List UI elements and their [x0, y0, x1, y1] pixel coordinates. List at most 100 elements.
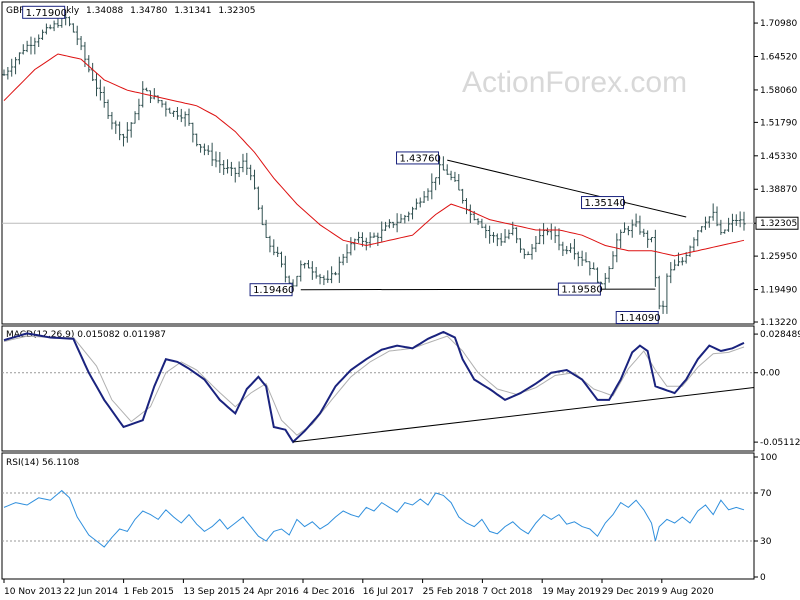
price-bar	[565, 245, 569, 255]
price-bar	[603, 272, 607, 290]
close-value: 1.32305	[218, 6, 255, 16]
price-bar	[345, 244, 349, 264]
price-bar	[557, 228, 561, 251]
x-tick-label: 22 Jun 2014	[64, 587, 118, 597]
price-bar	[538, 228, 542, 245]
price-bar	[611, 251, 615, 270]
price-bar	[206, 145, 210, 156]
y-tick-label: 1.13220	[760, 318, 797, 328]
x-tick-label: 4 Dec 2016	[303, 587, 355, 597]
price-bar	[449, 170, 453, 181]
price-bar	[229, 161, 233, 177]
level-label-text: 1.19580	[561, 285, 602, 296]
price-bar	[198, 144, 203, 153]
price-bar	[168, 107, 172, 114]
price-bar	[333, 271, 338, 276]
price-bar	[187, 108, 191, 126]
price-bar	[545, 227, 550, 236]
y-tick-label: 1.64520	[760, 52, 797, 62]
rsi-title: RSI(14) 56.1108	[6, 458, 79, 468]
y-tick-label: 0.028489	[760, 330, 800, 340]
y-tick-label: 0	[760, 573, 766, 583]
x-tick-label: 7 Oct 2018	[482, 587, 532, 597]
price-bar	[318, 273, 322, 285]
y-tick-label: 1.32305	[760, 219, 797, 229]
price-bar	[665, 273, 669, 314]
level-label-text: 1.35140	[585, 198, 626, 209]
level-label-box	[22, 5, 66, 19]
price-bar	[322, 275, 326, 286]
price-bar	[507, 229, 511, 240]
price-bar	[622, 222, 627, 233]
price-bar	[576, 251, 580, 267]
price-bar	[669, 262, 673, 284]
price-bar	[314, 266, 318, 279]
price-bar	[48, 24, 52, 30]
price-bar	[210, 142, 214, 167]
price-bar	[218, 151, 222, 173]
price-bar	[719, 219, 723, 235]
level-label: 1.71900	[22, 5, 67, 19]
moving-average-line	[3, 53, 745, 257]
level-label-box	[249, 283, 293, 297]
macd-plot	[2, 330, 755, 444]
x-tick-label: 13 Sep 2015	[183, 587, 240, 597]
high-value: 1.34780	[130, 6, 167, 16]
price-bar	[160, 100, 164, 108]
price-bar	[715, 206, 719, 227]
price-bar	[67, 16, 72, 27]
price-bar	[233, 167, 237, 183]
price-bar	[141, 81, 145, 108]
price-bar	[476, 218, 480, 225]
price-bar	[40, 29, 45, 40]
price-bar	[592, 262, 596, 270]
price-bar	[171, 110, 176, 117]
price-bar	[341, 253, 345, 266]
rsi-line	[3, 489, 745, 548]
price-bar	[595, 267, 600, 285]
level-label: 1.43760	[396, 151, 441, 165]
y-tick-label: 100	[760, 453, 777, 463]
rsi-plot	[2, 489, 754, 548]
price-bar	[630, 219, 634, 238]
price-bar	[422, 191, 426, 203]
price-bar	[391, 221, 395, 228]
macd-trendline	[293, 387, 755, 443]
price-bar	[268, 235, 272, 253]
price-bar	[692, 237, 696, 252]
price-bar	[376, 232, 380, 246]
price-bar	[742, 211, 746, 231]
price-bar	[118, 121, 122, 141]
price-bar	[468, 204, 472, 224]
price-panel	[1, 1, 755, 325]
price-bar	[337, 256, 341, 283]
price-bar	[711, 203, 715, 221]
last-price-box	[755, 216, 799, 230]
level-label: 1.19460	[249, 283, 294, 297]
price-bar	[106, 99, 110, 119]
y-tick-label: 30	[760, 537, 772, 547]
price-bar	[202, 143, 207, 156]
price-bar	[503, 229, 507, 243]
price-bar	[2, 69, 6, 76]
price-bar	[17, 52, 22, 65]
watermark: ActionForex.com	[462, 66, 687, 99]
price-bar	[680, 257, 684, 266]
price-bar	[414, 198, 418, 210]
level-label-box	[581, 196, 625, 210]
price-bar	[310, 261, 314, 280]
y-tick-label: 0.00	[760, 369, 780, 379]
price-bar	[25, 40, 29, 53]
level-label-box	[557, 282, 601, 296]
price-bar	[572, 238, 577, 260]
price-bar	[457, 174, 461, 191]
price-bar	[21, 44, 25, 55]
price-bar	[353, 238, 357, 251]
price-bar	[110, 111, 114, 130]
price-bar	[696, 229, 700, 247]
price-bar	[491, 232, 496, 243]
x-tick-label: 10 Nov 2013	[4, 587, 62, 597]
price-bar	[541, 223, 546, 245]
price-bar	[137, 98, 141, 121]
level-label-box	[396, 151, 440, 165]
